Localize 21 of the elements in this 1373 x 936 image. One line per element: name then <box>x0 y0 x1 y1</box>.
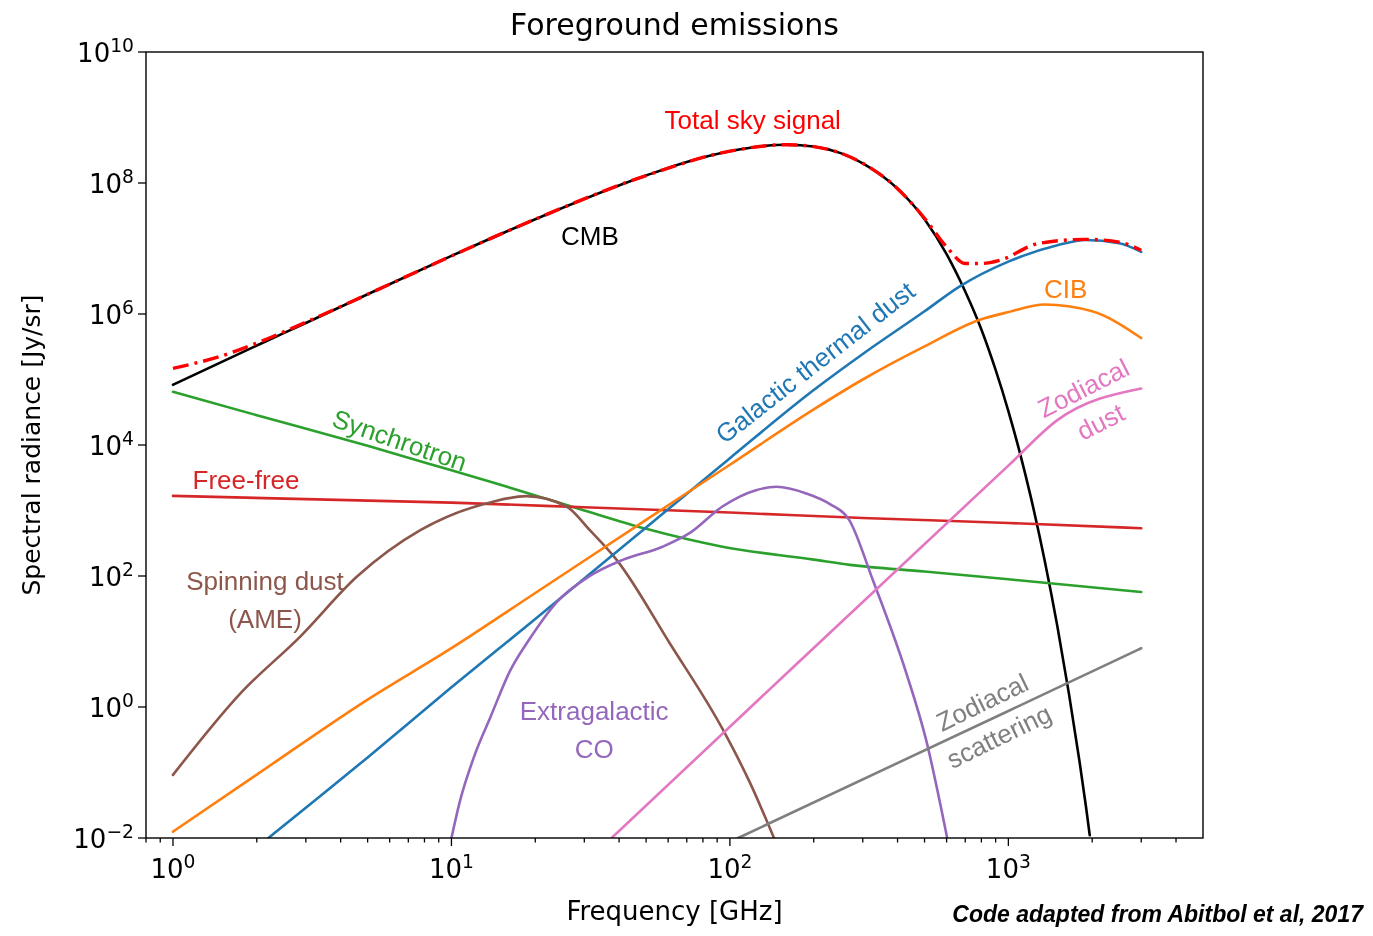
y-tick-label: 10$^{4}$ <box>89 427 134 461</box>
text: Code adapted from Abitbol et al, 2017 <box>952 901 1365 927</box>
chart-title: Foreground emissions <box>510 7 839 42</box>
y-tick-label: 10$^{−2}$ <box>73 820 134 854</box>
x-tick-label: 10$^{2}$ <box>707 850 753 884</box>
series-label: CMB <box>561 221 619 252</box>
x-axis-title: Frequency [GHz] <box>566 896 783 926</box>
x-tick-label: 10$^{1}$ <box>428 850 474 884</box>
series-label: CIB <box>1043 274 1088 305</box>
y-tick-label: 10$^{8}$ <box>89 165 134 199</box>
y-tick-label: 10$^{0}$ <box>89 689 134 723</box>
x-tick-label: 10$^{0}$ <box>150 850 196 884</box>
y-tick-label: 10$^{10}$ <box>77 34 134 68</box>
series-label: Total sky signal <box>664 105 841 136</box>
x-tick-label: 10$^{3}$ <box>985 850 1031 884</box>
y-tick-label: 10$^{2}$ <box>89 558 134 592</box>
series-label: Spinning dust (AME) <box>186 565 345 634</box>
series-label: Extragalactic CO <box>519 695 669 764</box>
series-label: Free-free <box>192 465 300 496</box>
y-axis-title: Spectral radiance [Jy/sr] <box>17 294 46 596</box>
y-tick-label: 10$^{6}$ <box>89 296 134 330</box>
